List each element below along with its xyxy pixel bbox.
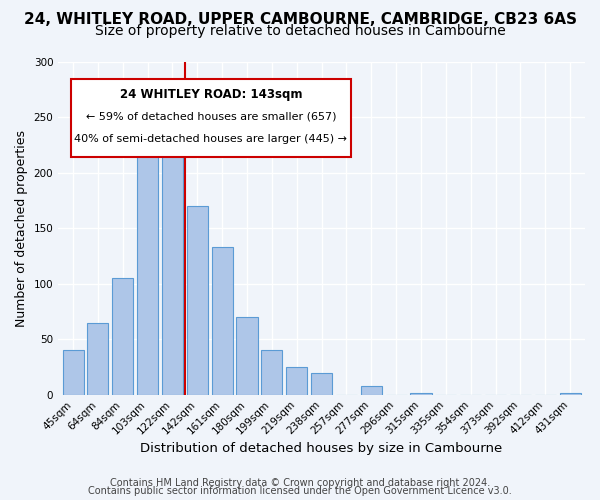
Bar <box>286 367 307 394</box>
Y-axis label: Number of detached properties: Number of detached properties <box>15 130 28 326</box>
Text: 24 WHITLEY ROAD: 143sqm: 24 WHITLEY ROAD: 143sqm <box>119 88 302 101</box>
Bar <box>311 372 332 394</box>
Bar <box>236 317 257 394</box>
Bar <box>560 392 581 394</box>
Bar <box>410 392 431 394</box>
Bar <box>62 350 83 395</box>
Text: Contains public sector information licensed under the Open Government Licence v3: Contains public sector information licen… <box>88 486 512 496</box>
Bar <box>112 278 133 394</box>
Text: Size of property relative to detached houses in Cambourne: Size of property relative to detached ho… <box>95 24 505 38</box>
Text: 24, WHITLEY ROAD, UPPER CAMBOURNE, CAMBRIDGE, CB23 6AS: 24, WHITLEY ROAD, UPPER CAMBOURNE, CAMBR… <box>23 12 577 28</box>
Bar <box>137 148 158 394</box>
Bar <box>262 350 283 395</box>
Bar <box>361 386 382 394</box>
Bar <box>212 247 233 394</box>
Text: 40% of semi-detached houses are larger (445) →: 40% of semi-detached houses are larger (… <box>74 134 347 143</box>
Text: Contains HM Land Registry data © Crown copyright and database right 2024.: Contains HM Land Registry data © Crown c… <box>110 478 490 488</box>
Bar <box>162 150 183 394</box>
Bar <box>187 206 208 394</box>
X-axis label: Distribution of detached houses by size in Cambourne: Distribution of detached houses by size … <box>140 442 503 455</box>
Text: ← 59% of detached houses are smaller (657): ← 59% of detached houses are smaller (65… <box>86 112 336 122</box>
Bar <box>88 322 109 394</box>
